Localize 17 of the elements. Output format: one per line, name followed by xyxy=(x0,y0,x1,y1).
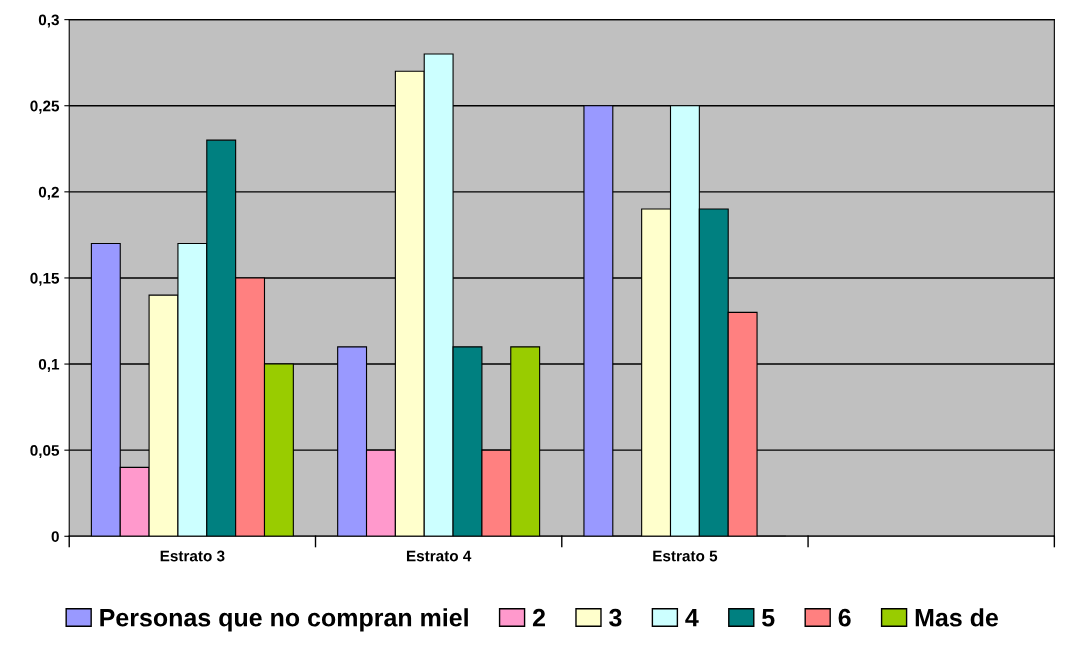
x-tick-label: Estrato 3 xyxy=(160,550,225,562)
legend-label: 3 xyxy=(609,608,622,627)
legend-label: 2 xyxy=(532,608,545,627)
y-tick-label: 0,15 xyxy=(30,272,60,286)
y-tick-label: 0,3 xyxy=(38,14,59,28)
y-tick-label: 0 xyxy=(51,531,59,542)
legend-label: Mas de xyxy=(915,608,998,627)
y-tick-label: 0,05 xyxy=(30,445,60,459)
x-tick-label: Estrato 4 xyxy=(406,550,472,562)
y-tick-label: 0,2 xyxy=(38,186,59,200)
legend-label: 4 xyxy=(685,609,699,627)
y-tick-label: 0,1 xyxy=(38,358,60,372)
x-tick-label: Estrato 5 xyxy=(653,550,718,562)
y-tick-label: 0,25 xyxy=(30,100,60,114)
legend-label: 6 xyxy=(838,608,851,627)
legend-label: 5 xyxy=(762,609,775,627)
legend-label: Personas que no compran miel xyxy=(100,608,468,632)
